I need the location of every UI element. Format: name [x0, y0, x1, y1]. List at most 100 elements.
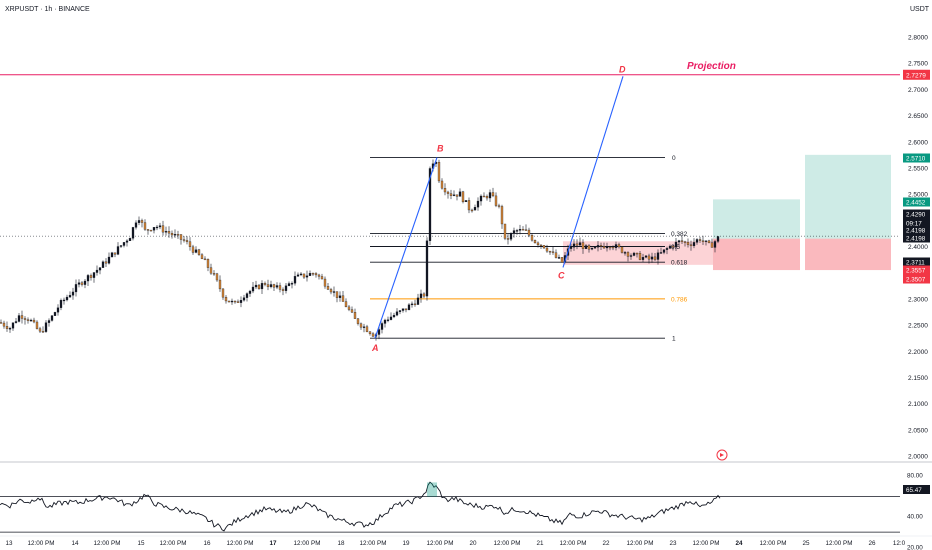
candle: [365, 326, 369, 332]
candle: [110, 252, 114, 258]
candle: [203, 258, 207, 261]
price-tag: 2.4198: [903, 225, 930, 235]
rsi-current-tag: 65.47: [903, 485, 930, 494]
x-tick-label: 15: [137, 540, 145, 547]
replay-icon[interactable]: [716, 449, 728, 461]
y-tick-label: 2.2000: [908, 349, 928, 356]
candle: [617, 244, 621, 248]
candle: [707, 240, 711, 243]
stop-zone: [805, 238, 891, 271]
rsi-pane: 80.00 40.00 20.00 65.47: [0, 461, 932, 550]
candle: [20, 315, 24, 319]
candle: [242, 297, 246, 301]
x-tick-label: 13: [5, 540, 13, 547]
candle: [398, 310, 402, 312]
candle: [92, 272, 96, 278]
candle: [167, 231, 171, 234]
candle: [671, 245, 675, 248]
price-axis[interactable]: 2.8000 2.7500 2.7000 2.6500 2.6000 2.5500 2.50…: [903, 35, 930, 461]
candle: [278, 285, 282, 290]
candle: [416, 297, 420, 305]
y-tick-label: 2.5500: [908, 165, 928, 172]
candle: [623, 252, 627, 254]
candle: [68, 295, 72, 298]
price-tag-text: 2.4452: [906, 200, 926, 207]
candle: [275, 285, 279, 288]
y-tick-label: 2.5000: [908, 192, 928, 199]
candle: [401, 308, 405, 311]
candle: [338, 295, 342, 298]
y-tick-label: 2.4000: [908, 244, 928, 251]
candle: [71, 291, 75, 296]
candle: [371, 333, 375, 337]
projection-label: Projection: [687, 61, 736, 72]
candle: [188, 241, 192, 248]
candle: [644, 255, 648, 258]
candle: [425, 240, 429, 297]
candle: [128, 238, 132, 242]
projection-price-tag: 2.7279: [903, 69, 930, 80]
candle: [17, 315, 21, 322]
candle: [386, 319, 390, 321]
fib-level-label: 0.382: [671, 231, 688, 238]
candle: [140, 220, 144, 223]
rsi-overbought-fill: [427, 482, 437, 497]
candle: [284, 285, 288, 291]
candle: [332, 291, 336, 293]
candle: [500, 206, 504, 225]
candle: [182, 239, 186, 241]
price-tag-text: 2.3507: [906, 277, 926, 284]
pattern-point-a: A: [371, 343, 379, 353]
candle: [191, 246, 195, 253]
price-tag-text: 2.4198: [906, 228, 926, 235]
candle: [611, 246, 615, 249]
candle: [515, 230, 519, 232]
price-tag: 2.3507: [903, 274, 930, 284]
y-tick-label: 2.7000: [908, 87, 928, 94]
candle: [155, 226, 159, 229]
candle: [77, 282, 81, 285]
candle: [494, 195, 498, 206]
candle: [536, 242, 540, 246]
candle: [113, 252, 117, 255]
candle: [638, 253, 642, 260]
candle: [80, 282, 84, 285]
candle: [350, 309, 354, 313]
target-zone: [805, 154, 891, 239]
candle: [506, 238, 510, 240]
candle: [668, 245, 672, 249]
x-tick-label: 26: [868, 540, 876, 547]
candle: [290, 283, 294, 285]
candle: [488, 192, 492, 199]
candle: [227, 300, 231, 303]
position-overlays[interactable]: Projection: [0, 61, 900, 271]
candle: [530, 235, 534, 241]
abcd-pattern[interactable]: A B C D: [371, 64, 626, 353]
candle: [539, 244, 543, 247]
candle: [440, 180, 444, 189]
candle: [560, 257, 564, 263]
candle: [464, 200, 468, 203]
candle: [62, 299, 66, 302]
candle: [362, 326, 366, 328]
rsi-line: [0, 481, 721, 532]
candle: [716, 236, 720, 242]
candle: [41, 331, 45, 333]
candle: [704, 240, 708, 242]
candle: [701, 240, 705, 242]
candle: [56, 307, 60, 313]
candle: [251, 286, 255, 292]
x-tick-label: 12:00 PM: [427, 540, 454, 547]
candle: [218, 279, 222, 290]
candle: [389, 316, 393, 320]
time-axis[interactable]: 13 12:00 PM 14 12:00 PM 15 12:00 PM 16 12:00 PM…: [0, 535, 932, 547]
candle: [383, 319, 387, 324]
candle: [713, 241, 717, 248]
pattern-point-b: B: [437, 143, 444, 153]
candle: [695, 239, 699, 243]
candle: [458, 191, 462, 197]
candle: [428, 168, 432, 241]
price-tag-text: 2.5710: [906, 156, 926, 163]
